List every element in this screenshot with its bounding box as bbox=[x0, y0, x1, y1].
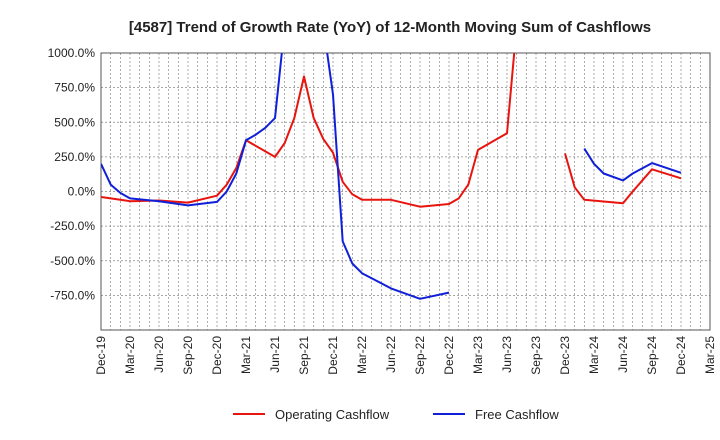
plot-frame bbox=[100, 52, 711, 331]
x-tick-label: Dec-24 bbox=[674, 336, 688, 375]
legend-label: Free Cashflow bbox=[475, 407, 559, 422]
y-axis: 1000.0% 750.0% 500.0% 250.0% 0.0% -250.0% -500… bbox=[48, 46, 96, 302]
series-layer bbox=[101, 53, 682, 300]
x-tick-label: Jun-24 bbox=[616, 336, 630, 373]
y-tick-label: 750.0% bbox=[54, 81, 95, 95]
y-tick-label: -750.0% bbox=[50, 288, 95, 302]
y-tick-label: 500.0% bbox=[54, 115, 95, 129]
x-tick-label: Jun-22 bbox=[384, 336, 398, 373]
x-tick-label: Sep-20 bbox=[181, 336, 195, 375]
x-tick-label: Sep-24 bbox=[645, 336, 659, 375]
y-tick-label: -250.0% bbox=[50, 219, 95, 233]
x-tick-label: Dec-22 bbox=[442, 336, 456, 375]
x-axis: Dec-19 Mar-20 Jun-20 Sep-20 Dec-20 Mar-21 Jun-… bbox=[94, 336, 717, 375]
x-tick-label: Sep-23 bbox=[529, 336, 543, 375]
x-tick-label: Dec-19 bbox=[94, 336, 108, 375]
x-tick-label: Jun-23 bbox=[500, 336, 514, 373]
x-tick-label: Mar-21 bbox=[239, 336, 253, 374]
x-tick-label: Mar-22 bbox=[355, 336, 369, 374]
series-line-operating-cashflow bbox=[101, 53, 682, 208]
grid bbox=[101, 52, 710, 330]
x-tick-label: Mar-20 bbox=[123, 336, 137, 374]
x-tick-label: Sep-21 bbox=[297, 336, 311, 375]
x-tick-label: Dec-20 bbox=[210, 336, 224, 375]
x-tick-label: Mar-25 bbox=[703, 336, 717, 374]
y-tick-label: 1000.0% bbox=[48, 46, 96, 60]
x-tick-label: Dec-21 bbox=[326, 336, 340, 375]
series-line-free-cashflow bbox=[101, 53, 682, 300]
legend-label: Operating Cashflow bbox=[275, 407, 390, 422]
chart-title: [4587] Trend of Growth Rate (YoY) of 12-… bbox=[129, 19, 651, 36]
plot-area bbox=[100, 52, 711, 331]
x-tick-label: Sep-22 bbox=[413, 336, 427, 375]
x-tick-label: Jun-20 bbox=[152, 336, 166, 373]
y-tick-label: -500.0% bbox=[50, 254, 95, 268]
y-tick-label: 0.0% bbox=[68, 185, 96, 199]
x-tick-label: Mar-23 bbox=[471, 336, 485, 374]
legend: Operating Cashflow Free Cashflow bbox=[233, 407, 559, 422]
x-tick-label: Mar-24 bbox=[587, 336, 601, 374]
x-tick-label: Dec-23 bbox=[558, 336, 572, 375]
y-tick-label: 250.0% bbox=[54, 150, 95, 164]
x-tick-label: Jun-21 bbox=[268, 336, 282, 373]
